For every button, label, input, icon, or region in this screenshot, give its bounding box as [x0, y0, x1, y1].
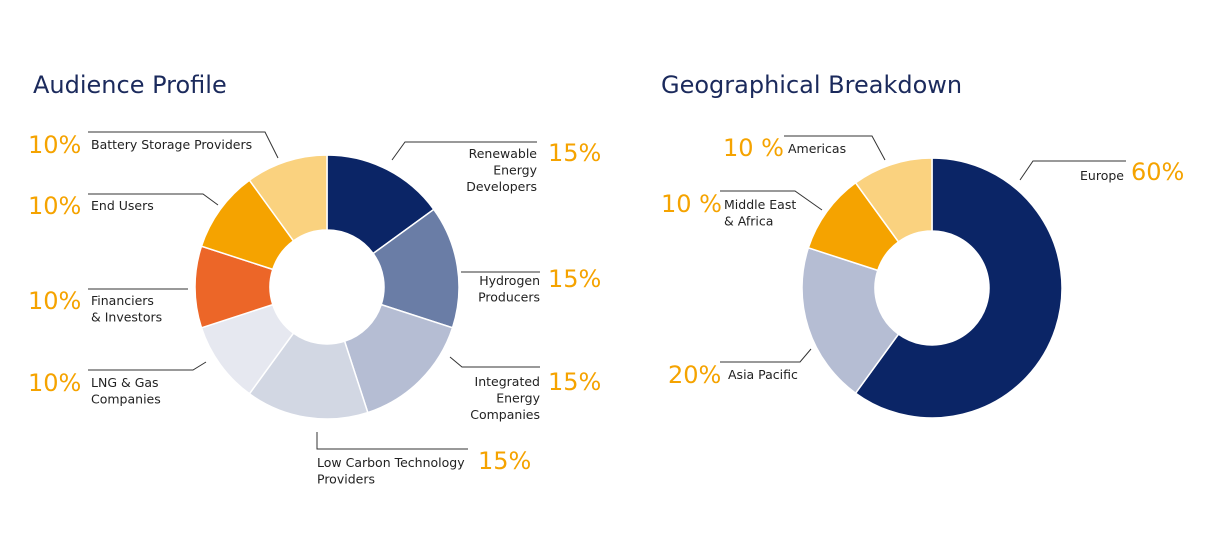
audience-profile-title: Audience Profile	[33, 71, 227, 99]
value-label-lng-and-gas-companies: 10%	[28, 369, 81, 397]
value-label-middle-east-and-africa: 10 %	[661, 190, 722, 218]
label-low-carbon-technology-providers: Low Carbon Technology Providers	[317, 455, 465, 487]
geographical-breakdown-donut: Europe 60% Asia Pacific 20% Middle East & Afr…	[661, 134, 1184, 419]
value-label-americas: 10 %	[723, 134, 784, 162]
value-label-europe: 60%	[1131, 158, 1184, 186]
leader-line-battery-storage-providers	[88, 131, 279, 159]
label-end-users: End Users	[91, 198, 154, 213]
value-label-asia-pacific: 20%	[668, 361, 721, 389]
slice-europe	[854, 157, 1063, 419]
slice-battery-storage-providers	[248, 154, 328, 242]
value-label-integrated-energy-companies: 15%	[548, 368, 601, 396]
value-label-end-users: 10%	[28, 192, 81, 220]
leader-line-lng-and-gas-companies	[88, 361, 207, 371]
geographical-breakdown-title: Geographical Breakdown	[661, 71, 962, 99]
label-hydrogen-producers: Hydrogen Producers	[478, 273, 540, 305]
leader-line-middle-east-and-africa	[720, 190, 823, 211]
label-lng-and-gas-companies: LNG & Gas Companies	[91, 375, 161, 407]
label-europe: Europe	[1080, 168, 1124, 183]
label-asia-pacific: Asia Pacific	[728, 367, 798, 382]
leader-line-americas	[784, 135, 886, 161]
slice-asia-pacific	[801, 246, 900, 395]
slice-americas	[854, 157, 933, 243]
leader-line-integrated-energy-companies	[449, 356, 540, 368]
value-label-low-carbon-technology-providers: 15%	[478, 447, 531, 475]
value-label-renewable-energy-developers: 15%	[548, 139, 601, 167]
value-label-battery-storage-providers: 10%	[28, 131, 81, 159]
leader-line-europe	[1019, 160, 1126, 181]
leader-line-renewable-energy-developers	[391, 141, 537, 161]
label-battery-storage-providers: Battery Storage Providers	[91, 137, 252, 152]
value-label-financiers-and-investors: 10%	[28, 287, 81, 315]
label-financiers-and-investors: Financiers & Investors	[91, 293, 162, 325]
leader-line-asia-pacific	[720, 348, 812, 363]
label-middle-east-and-africa: Middle East & Africa	[724, 197, 796, 229]
audience-profile-donut: Renewable Energy Developers 15% Hydrogen Prod…	[28, 131, 601, 487]
label-americas: Americas	[788, 141, 846, 156]
leader-line-end-users	[88, 193, 219, 206]
label-integrated-energy-companies: Integrated Energy Companies	[470, 374, 540, 422]
leader-line-low-carbon-technology-providers	[316, 432, 468, 450]
value-label-hydrogen-producers: 15%	[548, 265, 601, 293]
label-renewable-energy-developers: Renewable Energy Developers	[466, 146, 537, 194]
